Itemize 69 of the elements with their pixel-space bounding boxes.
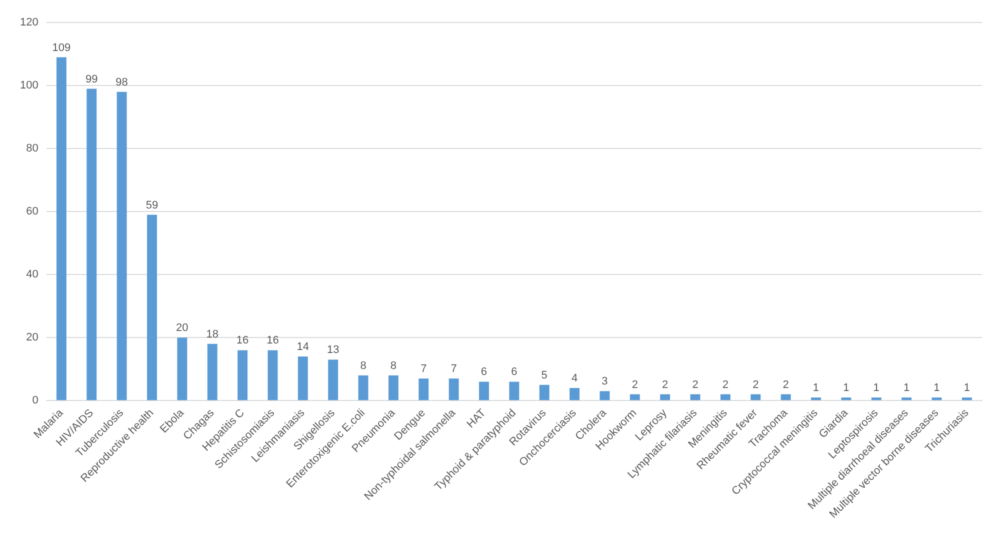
bar — [932, 397, 942, 400]
data-label: 1 — [812, 382, 820, 394]
data-label: 2 — [782, 378, 789, 391]
bar — [177, 338, 188, 400]
data-label: 3 — [602, 376, 608, 388]
data-label: 14 — [296, 341, 310, 354]
bar — [690, 394, 700, 400]
bar — [448, 378, 459, 400]
data-label: 2 — [662, 378, 668, 391]
bar — [720, 394, 730, 400]
data-label: 1 — [843, 382, 850, 394]
bar — [630, 394, 640, 400]
bar — [358, 375, 368, 400]
bar — [86, 88, 97, 400]
y-tick-label: 40 — [26, 268, 38, 281]
bar — [780, 394, 791, 400]
bar — [811, 397, 821, 400]
data-label: 2 — [752, 378, 759, 391]
bar — [418, 378, 429, 400]
y-tick-label: 100 — [20, 80, 38, 92]
data-label: 1 — [903, 382, 910, 394]
data-label: 59 — [146, 199, 158, 212]
data-label: 1 — [934, 382, 940, 394]
data-label: 7 — [420, 363, 427, 376]
y-tick-label: 0 — [32, 394, 38, 407]
bar — [660, 394, 670, 400]
data-label: 13 — [326, 344, 340, 356]
data-label: 20 — [176, 322, 188, 334]
y-tick-label: 20 — [26, 332, 38, 344]
data-label: 7 — [450, 363, 457, 376]
bar — [570, 388, 580, 400]
bar — [388, 375, 398, 400]
bar — [147, 214, 157, 400]
data-label: 2 — [722, 378, 729, 391]
bar — [539, 384, 550, 400]
bar — [56, 57, 66, 400]
bar — [750, 394, 761, 400]
data-label: 16 — [266, 334, 279, 347]
data-label: 5 — [541, 369, 548, 382]
data-label: 18 — [206, 328, 218, 340]
bar — [298, 356, 308, 400]
bar — [600, 391, 610, 400]
data-label: 1 — [964, 382, 970, 394]
bar — [207, 344, 218, 400]
bar — [116, 92, 127, 400]
bar — [238, 350, 248, 400]
bar — [841, 397, 852, 400]
data-label: 4 — [571, 372, 578, 385]
data-label: 99 — [86, 73, 98, 86]
data-label: 6 — [511, 366, 518, 378]
data-label: 98 — [116, 76, 128, 88]
y-tick-label: 80 — [26, 142, 38, 155]
data-label: 8 — [390, 360, 397, 372]
bar — [871, 397, 882, 400]
data-label: 2 — [692, 378, 698, 391]
data-label: 2 — [632, 378, 638, 391]
bar — [328, 360, 338, 400]
data-label: 16 — [236, 334, 249, 347]
data-label: 1 — [873, 382, 880, 394]
data-label: 8 — [360, 360, 366, 372]
bar — [268, 350, 278, 400]
bar — [962, 397, 972, 400]
y-tick-label: 120 — [20, 16, 38, 29]
bar — [902, 397, 912, 400]
data-label: 6 — [480, 366, 488, 378]
bar — [509, 382, 520, 400]
bar — [479, 382, 489, 400]
data-label: 109 — [52, 42, 71, 54]
y-tick-label: 60 — [26, 206, 38, 218]
